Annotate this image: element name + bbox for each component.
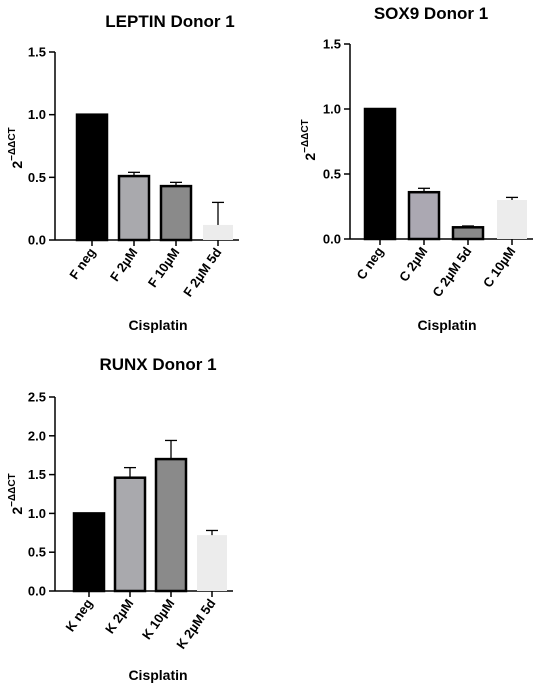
y-tick-label: 2.5 — [28, 390, 46, 405]
y-axis-label: 2−ΔΔCT — [300, 119, 318, 160]
bar — [407, 190, 441, 241]
y-axis-label-base: 2 — [302, 153, 318, 161]
x-axis-label: Cisplatin — [417, 317, 476, 333]
chart-title: LEPTIN Donor 1 — [105, 12, 234, 31]
bar — [203, 224, 233, 240]
x-tick-label: F 2µM 5d — [180, 245, 224, 299]
y-axis-label-superscript: −ΔΔCT — [7, 473, 18, 507]
x-tick-label: C 2µM — [396, 244, 430, 284]
bar — [113, 476, 147, 593]
y-tick-label: 0.5 — [28, 545, 46, 560]
x-tick-label: F 2µM — [107, 245, 141, 284]
y-tick-label: 0.5 — [28, 170, 46, 185]
bar — [451, 226, 485, 241]
x-axis-label: Cisplatin — [128, 317, 187, 333]
x-tick-label: K 2µM — [102, 596, 136, 636]
y-axis-label-superscript: −ΔΔCT — [300, 119, 311, 153]
y-tick-label: 0.0 — [323, 232, 341, 247]
bar — [154, 457, 188, 593]
x-tick-label: C 2µM 5d — [429, 244, 474, 300]
y-tick-label: 1.5 — [323, 37, 341, 52]
bar — [72, 512, 106, 593]
y-tick-label: 1.0 — [323, 102, 341, 117]
bar — [197, 535, 227, 591]
y-tick-label: 0.0 — [28, 233, 46, 248]
chart-title: RUNX Donor 1 — [99, 355, 216, 374]
x-tick-label: F 10µM — [145, 245, 183, 290]
y-axis-label-base: 2 — [9, 507, 25, 515]
chart-panel-leptin: LEPTIN Donor 1 0.0 0.5 1.0 1.5 2−ΔΔCT F neg F 2… — [7, 12, 239, 333]
y-axis-label: 2−ΔΔCT — [7, 127, 25, 168]
x-tick-label: K 2µM 5d — [173, 596, 218, 652]
x-tick-label: C 10µM — [480, 244, 519, 290]
chart-title: SOX9 Donor 1 — [374, 4, 488, 23]
x-tick-label: K neg — [62, 596, 95, 634]
y-tick-label: 0.5 — [323, 167, 341, 182]
bar — [159, 184, 193, 242]
x-axis-label: Cisplatin — [128, 667, 187, 683]
y-tick-label: 1.5 — [28, 45, 46, 60]
x-tick-label: C neg — [353, 244, 386, 282]
y-tick-label: 2.0 — [28, 428, 46, 443]
chart-panel-runx: RUNX Donor 1 0.0 0.5 1.0 1.5 2.0 2.5 2−ΔΔCT K ne… — [7, 355, 233, 683]
x-tick-label: K 10µM — [139, 596, 178, 642]
y-tick-label: 0.0 — [28, 584, 46, 599]
y-axis-label-base: 2 — [9, 161, 25, 169]
bar — [117, 174, 151, 242]
bar — [363, 107, 397, 241]
chart-panel-sox9: SOX9 Donor 1 0.0 0.5 1.0 1.5 2−ΔΔCT C neg C 2µM… — [300, 4, 533, 333]
y-axis-label: 2−ΔΔCT — [7, 473, 25, 514]
bar — [497, 200, 527, 239]
y-tick-label: 1.0 — [28, 107, 46, 122]
y-tick-label: 1.5 — [28, 467, 46, 482]
y-axis-label-superscript: −ΔΔCT — [7, 127, 18, 161]
x-tick-label: F neg — [66, 245, 98, 282]
y-tick-label: 1.0 — [28, 506, 46, 521]
bar — [75, 113, 109, 242]
